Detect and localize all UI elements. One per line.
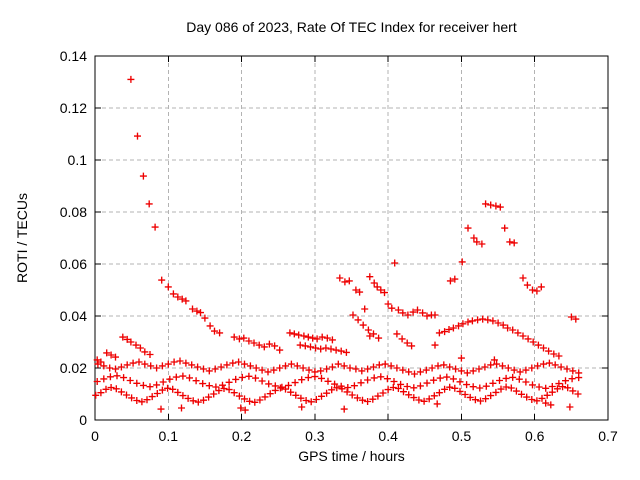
x-axis-label: GPS time / hours xyxy=(298,448,405,464)
x-tick-label: 0.4 xyxy=(378,428,398,444)
chart-title: Day 086 of 2023, Rate Of TEC Index for r… xyxy=(186,19,517,35)
x-tick-label: 0 xyxy=(91,428,99,444)
x-tick-label: 0.2 xyxy=(232,428,252,444)
plot-border xyxy=(94,55,609,421)
x-tick-label: 0.5 xyxy=(452,428,472,444)
x-tick-label: 0.7 xyxy=(598,428,618,444)
data-points xyxy=(92,75,583,414)
x-tick-label: 0.6 xyxy=(525,428,545,444)
y-tick-label: 0.12 xyxy=(60,100,87,116)
y-tick-label: 0 xyxy=(79,412,87,428)
y-tick-label: 0.02 xyxy=(60,360,87,376)
y-tick-label: 0.06 xyxy=(60,256,87,272)
y-tick-label: 0.14 xyxy=(60,48,87,64)
y-tick-label: 0.08 xyxy=(60,204,87,220)
y-tick-label: 0.1 xyxy=(68,152,88,168)
x-tick-label: 0.1 xyxy=(159,428,179,444)
y-tick-label: 0.04 xyxy=(60,308,87,324)
x-tick-label: 0.3 xyxy=(305,428,325,444)
